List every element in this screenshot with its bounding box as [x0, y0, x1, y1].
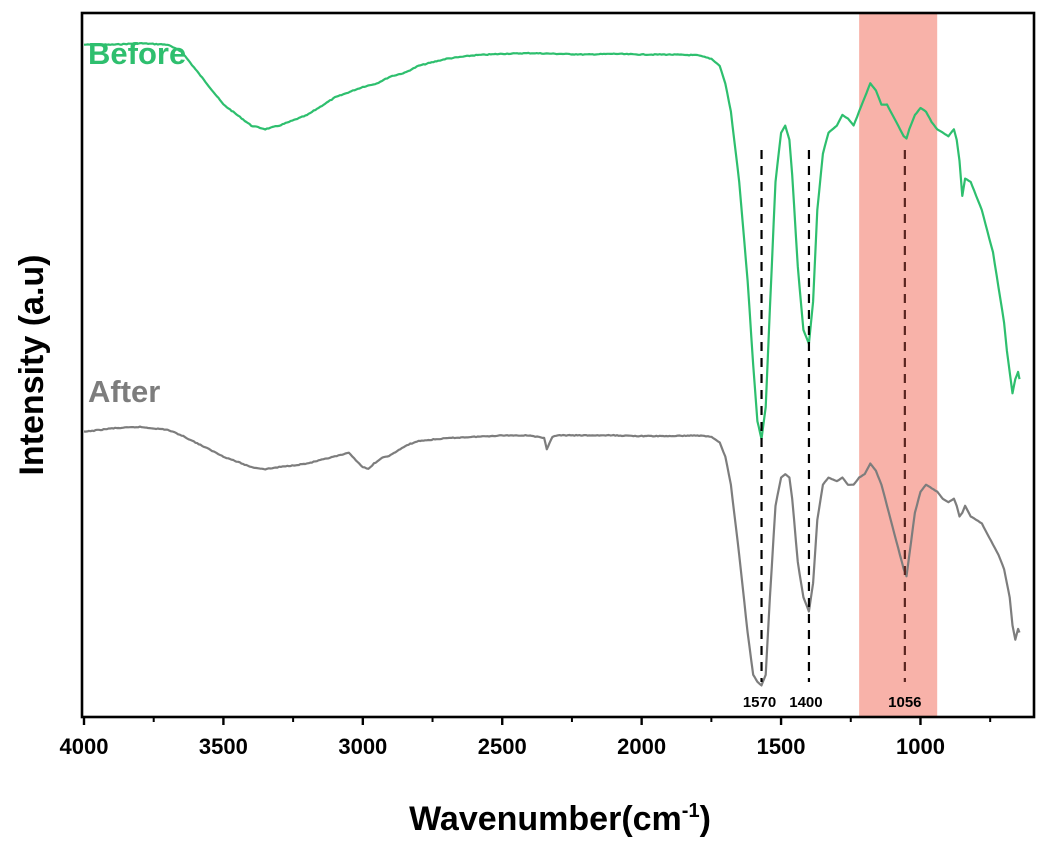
- x-tick-label-1000: 1000: [896, 734, 945, 759]
- peak-label-1056: 1056: [888, 694, 921, 711]
- x-tick-label-2500: 2500: [478, 734, 527, 759]
- x-axis-title-main: Wavenumber(cm: [409, 800, 682, 838]
- x-tick-label-3000: 3000: [338, 734, 387, 759]
- x-tick-label-1500: 1500: [757, 734, 806, 759]
- series-line-after: [83, 425, 1021, 687]
- series-line-before: [84, 42, 1021, 441]
- y-axis-title: Intensity (a.u): [13, 254, 51, 475]
- x-tick-label-3500: 3500: [199, 734, 248, 759]
- peak-label-1570: 1570: [743, 694, 776, 711]
- x-tick-label-4000: 4000: [60, 734, 109, 759]
- highlight-band: [859, 14, 938, 717]
- series-label-after: After: [88, 374, 160, 409]
- peak-label-1400: 1400: [789, 694, 822, 711]
- x-axis-title: Wavenumber(cm-1): [409, 800, 711, 838]
- x-axis-title-close: ): [700, 800, 711, 838]
- x-axis-title-superscript: -1: [682, 800, 700, 822]
- plot-frame: [80, 11, 1036, 719]
- series-label-before: Before: [88, 36, 186, 71]
- x-tick-label-2000: 2000: [617, 734, 666, 759]
